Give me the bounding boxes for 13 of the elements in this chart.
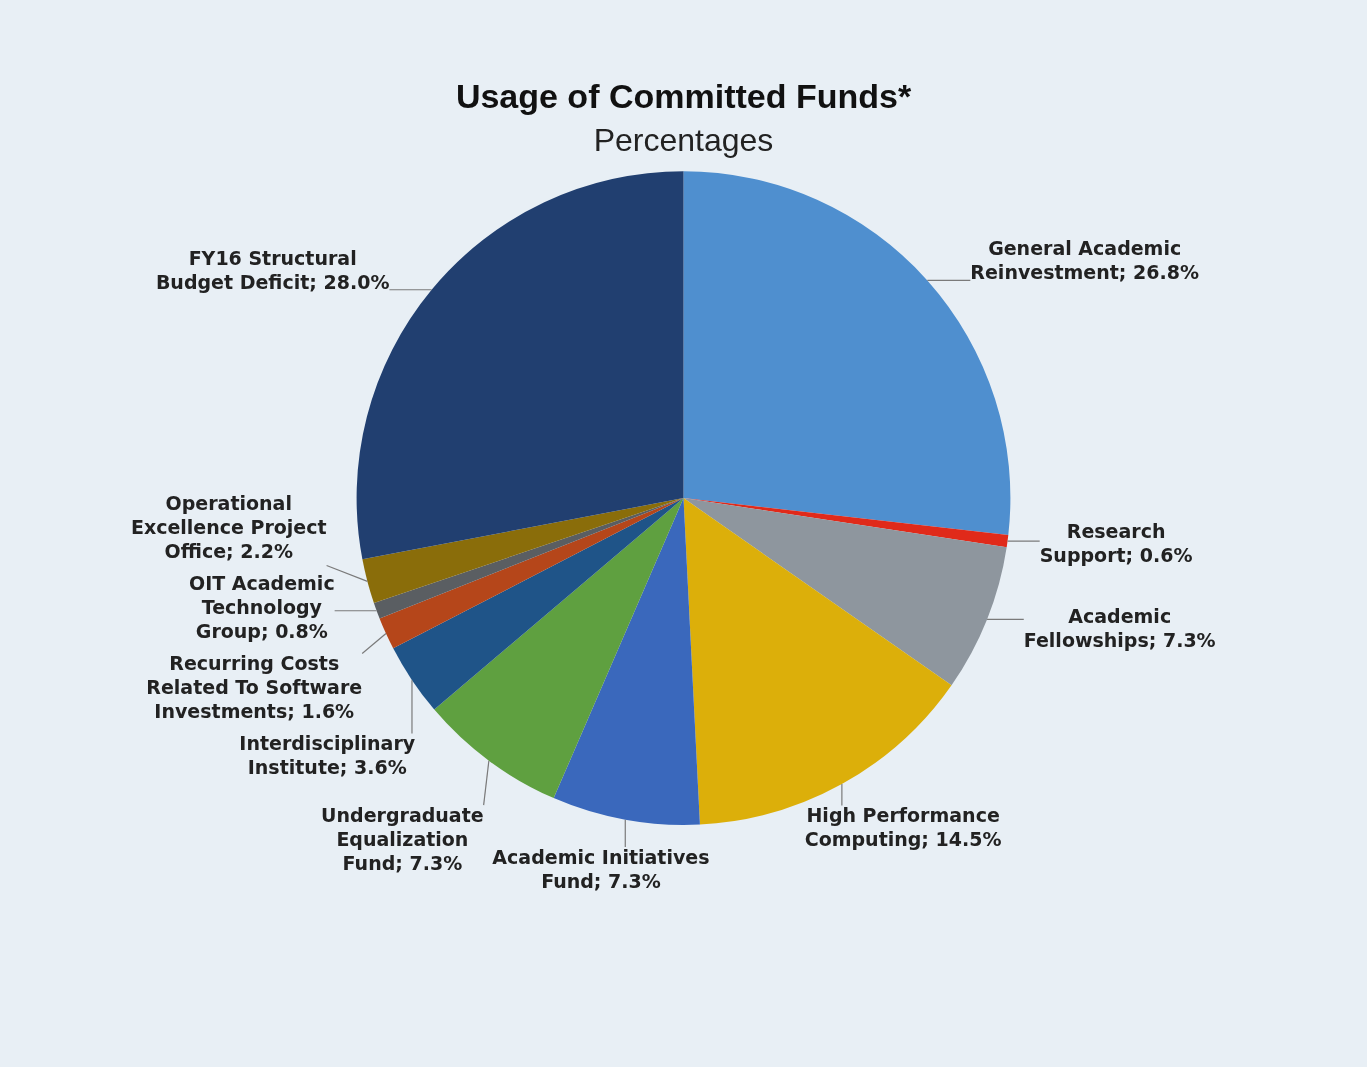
slice-label: High Performance Computing; 14.5% <box>804 804 1002 851</box>
slice-label: FY16 Structural Budget Deficit; 28.0% <box>155 246 390 293</box>
slice-label: Operational Excellence Project Office; 2.2% <box>130 492 327 563</box>
chart-subtitle: Percentages <box>593 121 774 158</box>
chart-title: Usage of Committed Funds* <box>455 76 912 115</box>
slice-label: Academic Initiatives Fund; 7.3% <box>492 845 710 892</box>
slice-label: Undergraduate Equalization Fund; 7.3% <box>321 804 484 875</box>
slice-label: Research Support; 0.6% <box>1039 519 1193 566</box>
slice-label: Recurring Costs Related To Software Investments; 1.6% <box>146 652 363 723</box>
slice-label: General Academic Reinvestment; 26.8% <box>970 236 1199 283</box>
slice-label: Academic Fellowships; 7.3% <box>1023 604 1216 651</box>
slice-label: Interdisciplinary Institute; 3.6% <box>239 732 416 779</box>
slice-label: OIT Academic Technology Group; 0.8% <box>189 572 335 643</box>
